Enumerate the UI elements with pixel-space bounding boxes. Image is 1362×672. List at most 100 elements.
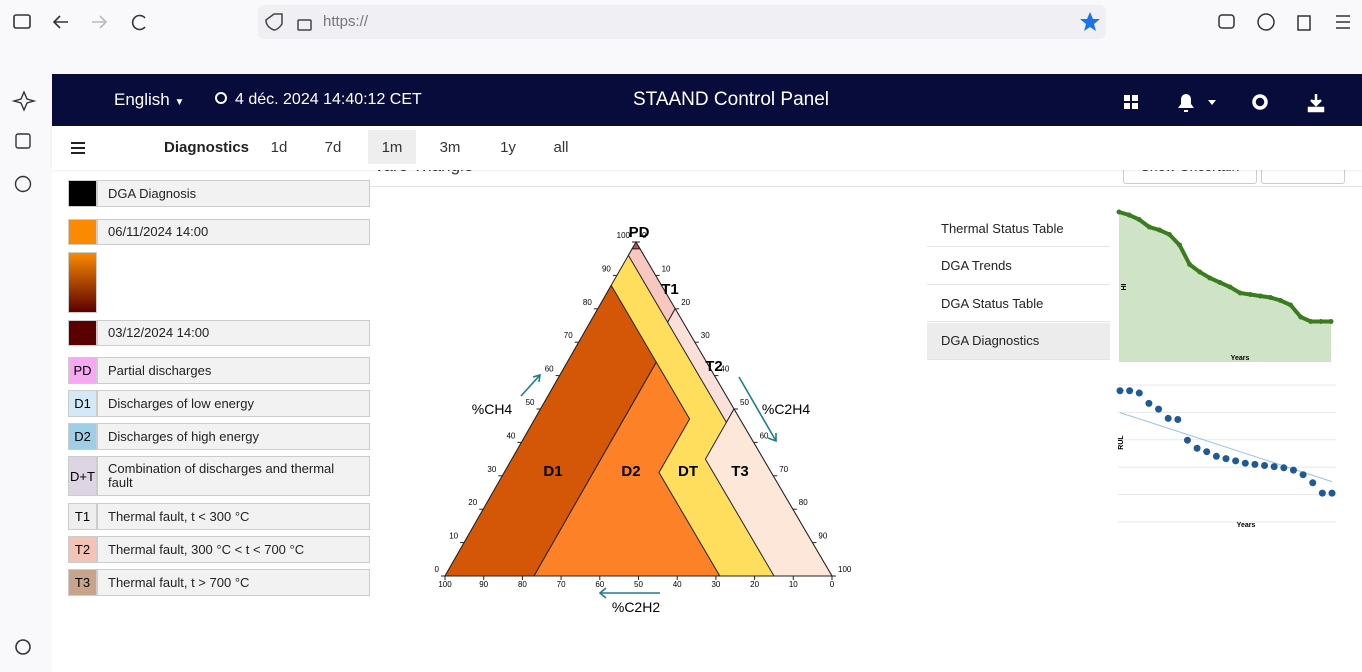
point — [1197, 269, 1203, 275]
point — [1328, 319, 1334, 324]
menu-item[interactable]: DGA Status Table — [927, 285, 1110, 322]
point — [1155, 405, 1163, 413]
dashboard-icon[interactable] — [1124, 103, 1130, 109]
tick-label: 50 — [526, 398, 535, 407]
zone-label: DT — [678, 463, 698, 480]
tick-label: 10 — [789, 580, 798, 589]
forward-icon — [92, 15, 108, 29]
panel-border — [370, 186, 1362, 187]
point — [1261, 462, 1269, 469]
range-button[interactable]: 3m — [439, 138, 461, 156]
tick-label: 70 — [564, 331, 573, 340]
range-button[interactable]: 1m — [368, 130, 416, 164]
point — [1183, 436, 1191, 444]
zone-PD — [631, 240, 641, 250]
menu-item[interactable]: Thermal Status Table — [927, 210, 1110, 247]
point — [1177, 242, 1183, 248]
point — [1278, 298, 1284, 303]
address-bar[interactable] — [258, 5, 1106, 39]
tick-label: 50 — [740, 398, 749, 407]
point — [1308, 319, 1314, 324]
account-icon[interactable] — [1257, 13, 1275, 31]
tick-label: 60 — [595, 580, 604, 589]
point — [1257, 293, 1263, 299]
dashboard-icon[interactable] — [1132, 95, 1138, 101]
back-icon[interactable] — [52, 15, 68, 29]
range-button[interactable]: 7d — [324, 138, 342, 156]
range-button[interactable]: 1d — [270, 138, 288, 156]
tick-label: 30 — [711, 580, 720, 589]
bookmark-star[interactable] — [1080, 12, 1100, 31]
legend-code: D1 — [68, 390, 97, 417]
shield-icon[interactable] — [265, 13, 283, 31]
dashboard-icon[interactable] — [1124, 95, 1130, 101]
datetime: 4 déc. 2024 14:40:12 CET — [235, 91, 422, 108]
duval-triangle: PD T1 T2 D1 D2 DT T3 %CH4 %C2H4 %C2H2 01… — [435, 224, 852, 615]
point — [1318, 489, 1326, 497]
zone-T3 — [704, 408, 833, 577]
point — [1232, 457, 1240, 465]
menu-item[interactable]: DGA Diagnostics — [927, 322, 1110, 360]
date-end: 03/12/2024 14:00 — [97, 320, 370, 346]
range-button[interactable]: all — [553, 138, 569, 156]
app-header — [52, 74, 1362, 126]
sidebar-icon[interactable] — [13, 14, 31, 29]
point — [1318, 319, 1324, 324]
reload-icon[interactable] — [131, 14, 146, 31]
date-start: 06/11/2024 14:00 — [97, 219, 370, 245]
section-title: Diagnostics — [164, 139, 250, 156]
url[interactable]: https:// — [323, 13, 369, 30]
point — [1289, 466, 1297, 474]
hamburger[interactable] — [70, 140, 88, 156]
point — [1299, 471, 1307, 479]
header-icons — [1124, 94, 1325, 113]
bell-caret[interactable] — [1208, 100, 1216, 105]
menu-item[interactable]: DGA Trends — [927, 247, 1110, 285]
legend-code: T2 — [68, 536, 97, 563]
history-icon[interactable] — [14, 175, 32, 193]
bell-icon[interactable] — [1178, 94, 1194, 112]
y-axis-label: RUL — [1118, 435, 1125, 450]
point — [1126, 212, 1132, 218]
hamburger-lines[interactable] — [71, 142, 85, 154]
legend-code: T1 — [68, 503, 97, 530]
zone-D2 — [533, 361, 721, 577]
point — [1164, 414, 1172, 422]
legend-label: Discharges of high energy — [97, 423, 370, 450]
y-axis-label: HI — [1121, 283, 1128, 290]
swatch — [68, 219, 97, 245]
pocket-icon[interactable] — [1218, 14, 1235, 29]
settings-icon[interactable] — [1252, 94, 1268, 110]
menu-icon[interactable] — [1336, 15, 1350, 29]
tick-label: 20 — [681, 298, 690, 307]
zone-label: D1 — [543, 463, 562, 480]
legend-label: Thermal fault, t < 300 °C — [97, 503, 370, 530]
sync-icon[interactable] — [15, 133, 31, 149]
tick-label: 90 — [602, 264, 611, 273]
point — [1309, 479, 1317, 487]
legend-code: D2 — [68, 423, 97, 450]
legend-label: Discharges of low energy — [97, 390, 370, 417]
dashboard-icon[interactable] — [1132, 103, 1138, 109]
tick-label: 80 — [518, 580, 527, 589]
point — [1146, 224, 1152, 230]
tick-label: 10 — [662, 264, 671, 273]
point — [1241, 459, 1249, 467]
tick-label: 80 — [799, 498, 808, 507]
caret: ▼ — [174, 97, 185, 108]
extensions-icon[interactable] — [1297, 15, 1311, 31]
legend-code: D+T — [68, 456, 97, 496]
point — [1136, 217, 1142, 222]
language-select[interactable]: English ▼ — [114, 90, 184, 110]
download-icon[interactable] — [1307, 94, 1325, 113]
range-button[interactable]: 1y — [500, 138, 516, 156]
lock-icon[interactable] — [297, 19, 312, 31]
language[interactable]: English — [114, 90, 170, 109]
settings-icon[interactable] — [15, 639, 31, 655]
ai-icon[interactable] — [11, 90, 37, 112]
tick-label: 40 — [673, 580, 682, 589]
area-fill — [1119, 212, 1331, 362]
point — [1270, 463, 1278, 471]
